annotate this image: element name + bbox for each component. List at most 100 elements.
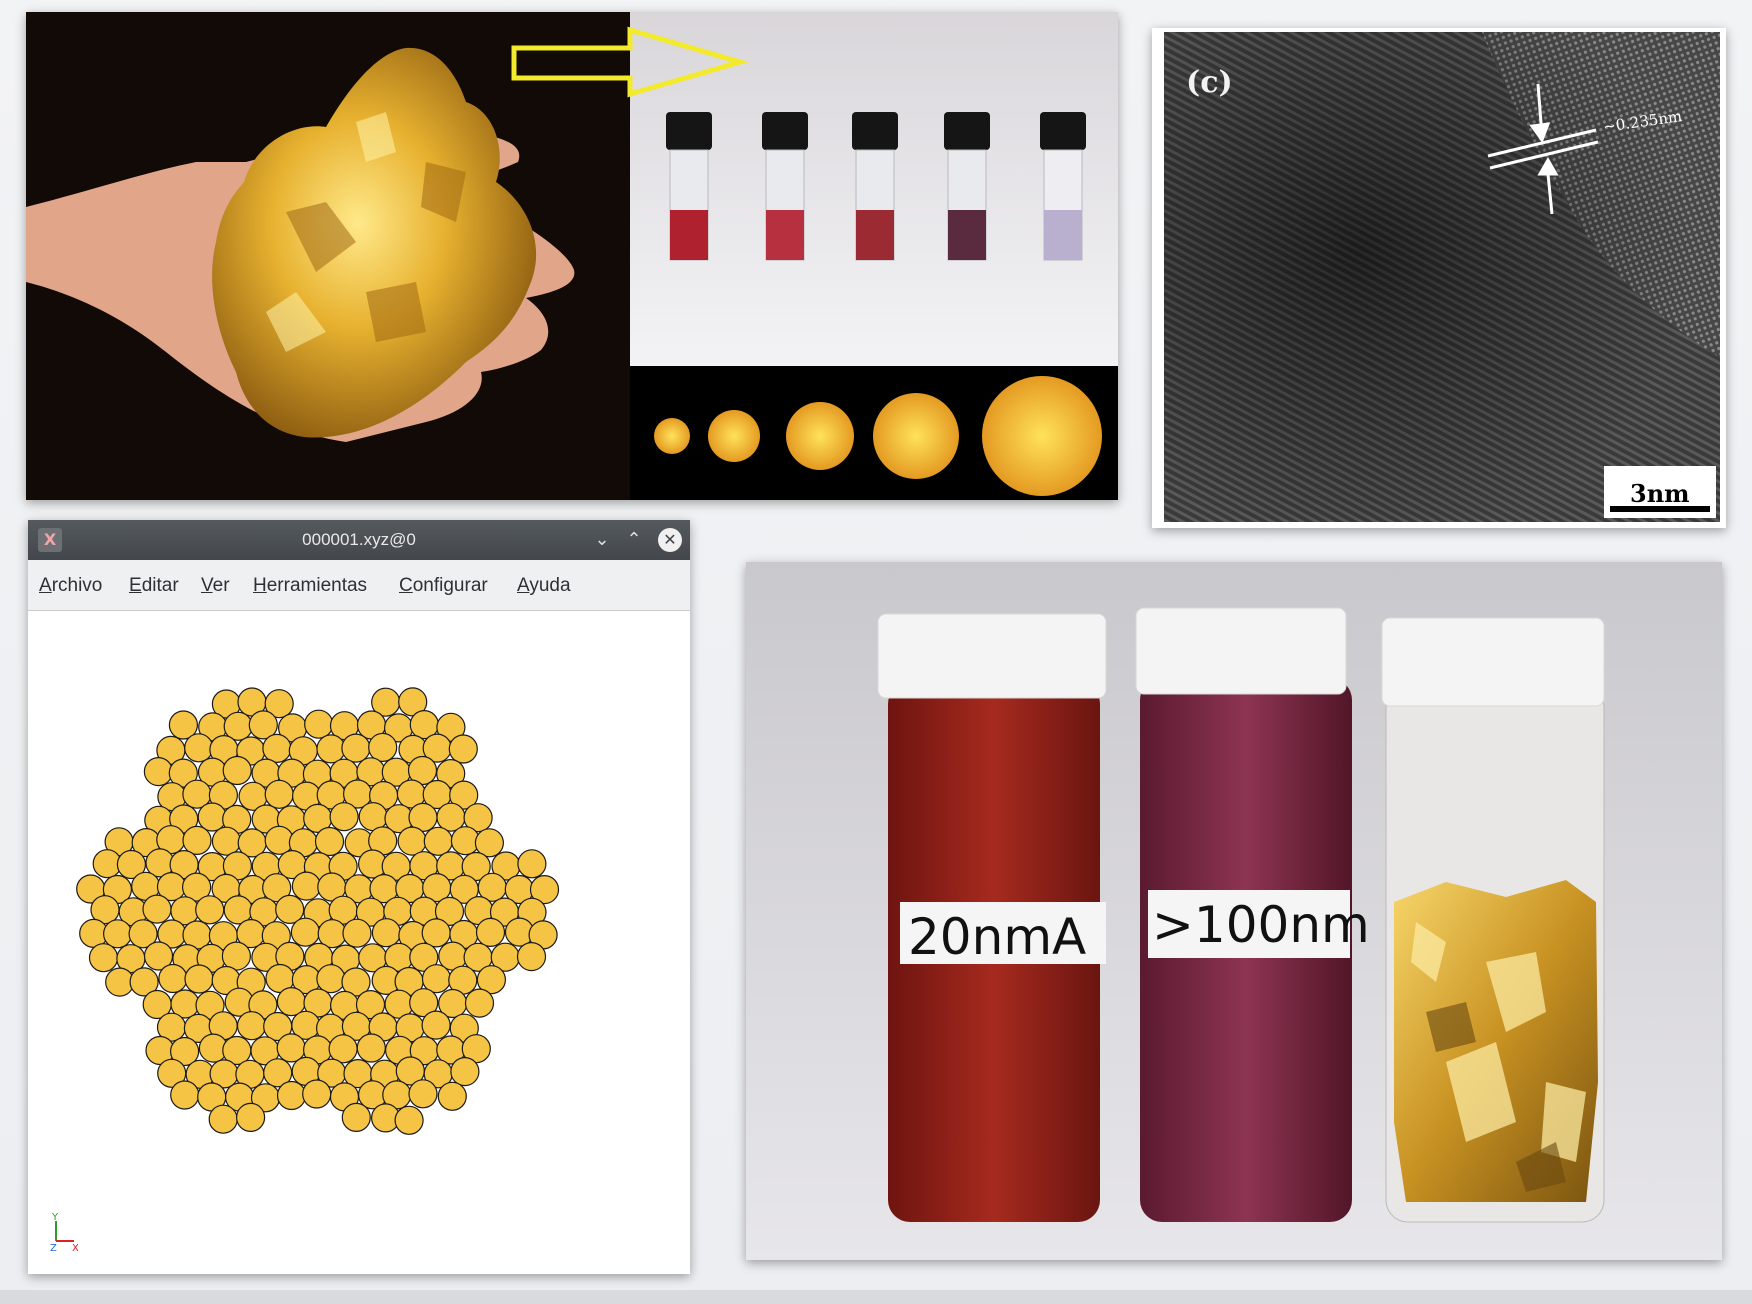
bottom-bar: [0, 1290, 1752, 1304]
atom-sphere: [341, 1102, 371, 1132]
atom-sphere: [170, 1036, 200, 1067]
atom-sphere: [262, 733, 292, 763]
atom-sphere: [182, 872, 212, 902]
atom-sphere: [143, 757, 173, 787]
atom-sphere: [158, 963, 188, 994]
atom-sphere: [221, 941, 251, 971]
atom-sphere: [264, 689, 294, 719]
menu-editar[interactable]: Editar: [129, 575, 179, 596]
atom-sphere: [168, 758, 198, 788]
render-viewport[interactable]: Y Z X: [28, 611, 690, 1274]
atom-sphere: [448, 734, 478, 764]
atom-sphere: [316, 964, 346, 994]
vial-20nm: 20nmA: [877, 613, 1107, 1222]
atom-sphere: [195, 895, 225, 925]
menu-herramientas[interactable]: Herramientas: [253, 575, 368, 596]
atom-sphere: [421, 918, 451, 948]
atom-sphere: [409, 988, 439, 1018]
atom-sphere: [116, 849, 147, 880]
menu-bar: Archivo Editar Ver Herramientas Configur…: [28, 560, 690, 611]
atom-sphere: [168, 710, 198, 740]
menu-configurar[interactable]: Configurar: [399, 575, 488, 596]
vial-label-100nm: >100nm: [1152, 896, 1370, 954]
lattice-spacing-marker: [1487, 83, 1599, 215]
atom-sphere: [342, 918, 372, 948]
atom-sphere: [264, 779, 294, 809]
atom-sphere: [208, 1104, 238, 1134]
atom-sphere: [264, 825, 294, 855]
atom-sphere: [102, 919, 133, 949]
menu-ayuda[interactable]: Ayuda: [517, 575, 571, 596]
atom-sphere: [529, 875, 560, 905]
atom-sphere: [356, 1033, 386, 1063]
atom-sphere: [291, 871, 321, 901]
particle-size-spheres: [654, 376, 1102, 496]
atom-sphere: [304, 709, 334, 739]
atom-sphere: [236, 1102, 266, 1132]
atom-sphere: [128, 919, 158, 949]
atom-sphere: [290, 917, 320, 947]
atom-sphere: [88, 943, 119, 973]
vial-100nm: >100nm: [1135, 607, 1370, 1222]
nanoparticle-cluster: [76, 687, 560, 1135]
atom-sphere: [463, 803, 493, 833]
atom-sphere: [195, 990, 225, 1020]
menu-ver[interactable]: Ver: [201, 575, 230, 596]
atom-sphere: [437, 1081, 467, 1111]
gold-nugget-and-colloid-vials-image: [26, 12, 1118, 500]
tem-lattice-image: (c) ~0.235nm 3nm: [1152, 28, 1726, 528]
atom-sphere: [449, 780, 479, 810]
atom-sphere: [329, 802, 359, 832]
atom-sphere: [476, 965, 506, 995]
axis-y-label: Y: [51, 1212, 59, 1223]
atom-sphere: [436, 759, 466, 789]
atom-sphere: [461, 851, 491, 882]
scale-bar-label: 3nm: [1630, 479, 1690, 508]
atom-sphere: [397, 826, 427, 856]
axis-triad-icon: Y Z X: [50, 1212, 79, 1254]
atom-sphere: [434, 896, 465, 926]
axis-x-label: X: [72, 1243, 79, 1254]
atom-sphere: [450, 1057, 480, 1087]
atom-sphere: [423, 826, 453, 856]
x-app-icon[interactable]: X: [38, 528, 62, 552]
window-titlebar[interactable]: X 000001.xyz@0 ⌄ ⌃ ✕: [28, 520, 690, 560]
atom-sphere: [475, 917, 506, 947]
atom-sphere: [409, 942, 439, 972]
atom-sphere: [184, 733, 214, 763]
atom-sphere: [276, 1033, 306, 1063]
atom-sphere: [368, 732, 398, 762]
atom-sphere: [184, 964, 214, 994]
atom-sphere: [302, 1079, 332, 1109]
scale-bar: [1610, 506, 1710, 512]
vial-label-20nm: 20nmA: [908, 908, 1086, 966]
atom-sphere: [275, 894, 305, 924]
atom-sphere: [170, 1080, 200, 1110]
molecule-viewer-window: X 000001.xyz@0 ⌄ ⌃ ✕ Archivo Editar Ver …: [28, 520, 690, 1274]
colloid-vial-row: [666, 112, 1086, 261]
atom-sphere: [143, 941, 174, 971]
menu-archivo[interactable]: Archivo: [39, 575, 103, 596]
atom-sphere: [371, 918, 401, 948]
atom-sphere: [182, 825, 212, 855]
atom-sphere: [516, 942, 547, 972]
atom-sphere: [222, 755, 252, 786]
vial-gold-flakes: [1381, 617, 1605, 1223]
atom-sphere: [421, 1010, 451, 1040]
atom-sphere: [464, 988, 495, 1018]
close-icon[interactable]: ✕: [658, 528, 682, 552]
window-title: 000001.xyz@0: [302, 530, 416, 549]
atom-sphere: [276, 1080, 307, 1111]
atom-sphere: [211, 826, 241, 856]
minimize-icon[interactable]: ⌄: [594, 529, 610, 550]
maximize-icon[interactable]: ⌃: [626, 529, 642, 550]
atom-sphere: [105, 967, 135, 997]
atom-sphere: [341, 967, 371, 997]
atom-sphere: [314, 826, 345, 857]
atom-sphere: [394, 1105, 424, 1135]
atom-sphere: [142, 894, 172, 924]
atom-sphere: [262, 873, 292, 903]
highlight-arrow-icon: [511, 26, 749, 98]
atom-sphere: [341, 733, 371, 763]
atom-sphere: [408, 1079, 438, 1109]
